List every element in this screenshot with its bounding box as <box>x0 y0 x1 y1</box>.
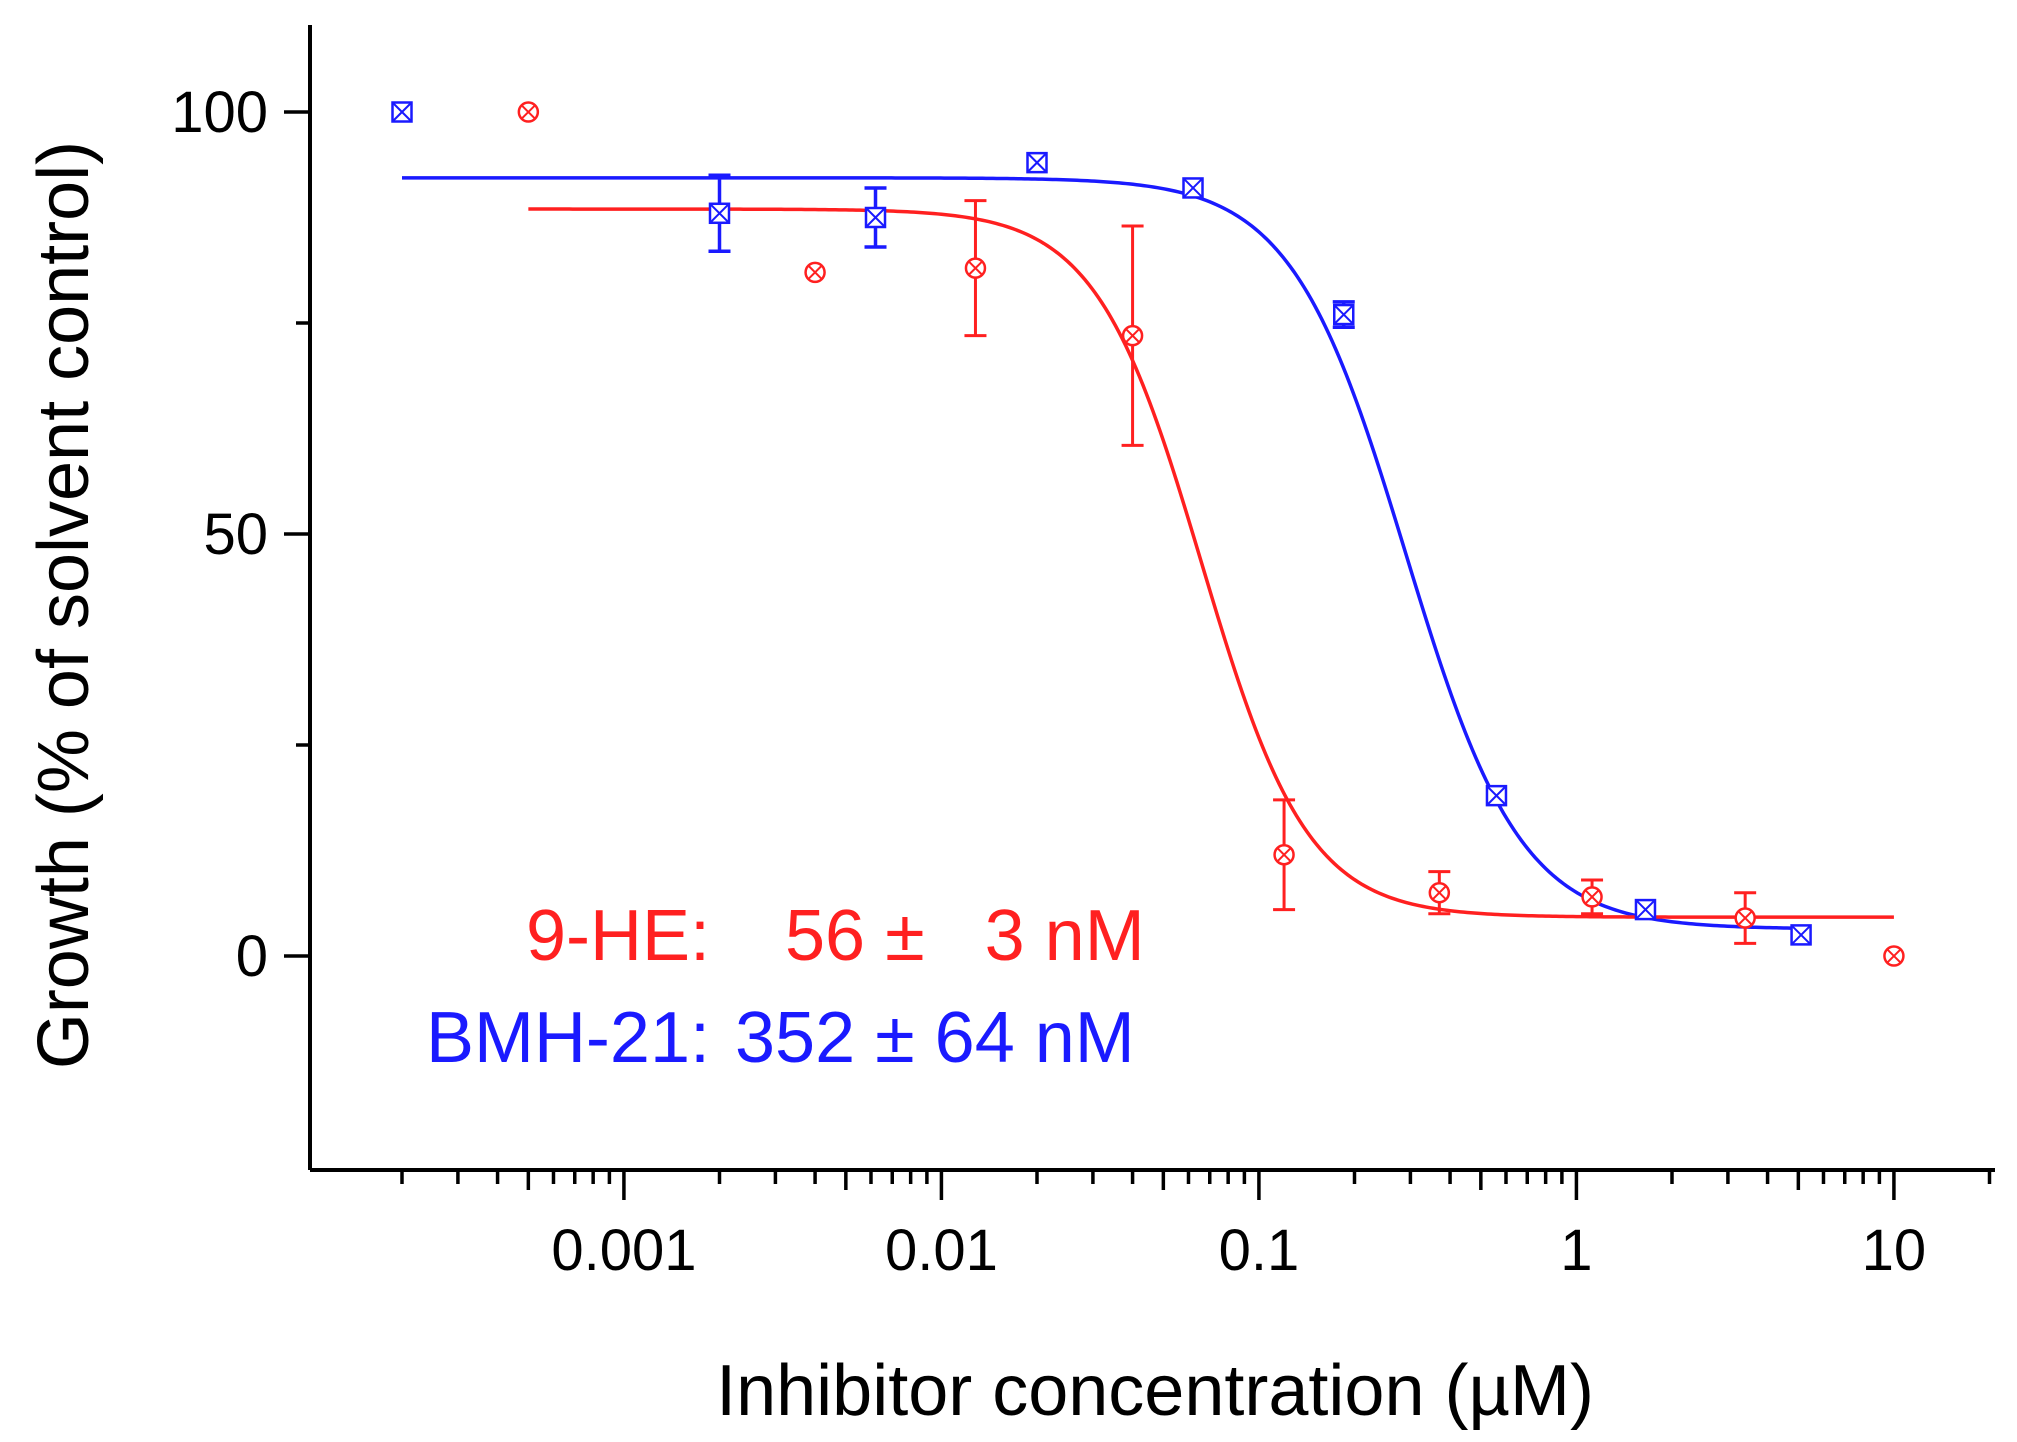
data-point-9he <box>964 257 987 279</box>
data-point-bmh21 <box>1790 924 1812 946</box>
marker-cross <box>1182 177 1204 199</box>
x-ticks: 0.001 0.01 0.1 1 10 <box>400 1170 1992 1283</box>
marker-cross <box>1886 948 1902 964</box>
data-point-bmh21 <box>1026 151 1048 174</box>
marker-cross <box>520 104 536 120</box>
data-point-9he <box>1734 907 1756 929</box>
marker-cross <box>709 203 730 224</box>
marker-cross <box>1125 328 1141 344</box>
marker-cross <box>1737 910 1753 926</box>
marker-cross <box>1431 885 1447 901</box>
data-point-bmh21 <box>1634 898 1657 921</box>
data-point-bmh21 <box>864 206 887 229</box>
data-markers <box>391 101 1905 967</box>
marker-cross <box>1333 304 1354 325</box>
y-tick-label: 0 <box>236 924 268 989</box>
marker-cross <box>1026 152 1048 173</box>
y-tick-label: 100 <box>171 80 268 145</box>
marker-cross <box>807 264 823 280</box>
y-ticks: 0 50 100 <box>171 80 310 989</box>
data-point-9he <box>1273 843 1295 866</box>
data-point-9he <box>1581 886 1603 908</box>
x-tick-label: 0.001 <box>551 1218 696 1283</box>
x-tick-label: 1 <box>1560 1218 1592 1283</box>
marker-cross <box>1276 847 1292 863</box>
annotation-9he-label: 9-HE: <box>526 896 710 976</box>
annotation-bmh21-label: BMH-21: <box>426 998 710 1078</box>
marker-cross <box>1790 924 1812 946</box>
data-point-bmh21 <box>1182 177 1204 199</box>
x-tick-label: 10 <box>1862 1218 1927 1283</box>
x-axis-title: Inhibitor concentration (µM) <box>716 1351 1594 1431</box>
marker-cross <box>1486 785 1507 806</box>
marker-cross <box>865 207 886 228</box>
data-point-bmh21 <box>391 101 413 123</box>
y-tick-label: 50 <box>203 502 268 567</box>
fit-curve-bmh21 <box>402 176 1802 930</box>
annotation-9he: 9-HE: 56 ± 3 nM <box>526 896 1145 976</box>
annotation-bmh21-value: 352 ± 64 nM <box>735 998 1135 1078</box>
fit-curve-9he <box>528 207 1894 919</box>
data-point-bmh21 <box>1333 303 1355 326</box>
data-point-bmh21 <box>1485 784 1508 807</box>
data-point-9he <box>1428 881 1451 904</box>
marker-cross <box>391 101 413 123</box>
marker-cross <box>1584 889 1600 905</box>
x-tick-label: 0.01 <box>885 1218 998 1283</box>
marker-cross <box>968 260 983 276</box>
fit-curves <box>402 176 1894 930</box>
data-point-9he <box>517 101 540 123</box>
axes <box>308 25 1995 1172</box>
data-point-9he <box>804 261 826 284</box>
error-bars <box>708 173 1757 945</box>
data-point-9he <box>1883 945 1905 967</box>
annotation-9he-value: 56 ± 3 nM <box>785 896 1145 976</box>
annotation-bmh21: BMH-21: 352 ± 64 nM <box>426 998 1135 1078</box>
y-axis-title: Growth (% of solvent control) <box>24 141 104 1069</box>
marker-cross <box>1635 899 1656 920</box>
data-point-9he <box>1121 324 1144 347</box>
data-point-bmh21 <box>708 202 731 225</box>
x-tick-label: 0.1 <box>1219 1218 1300 1283</box>
